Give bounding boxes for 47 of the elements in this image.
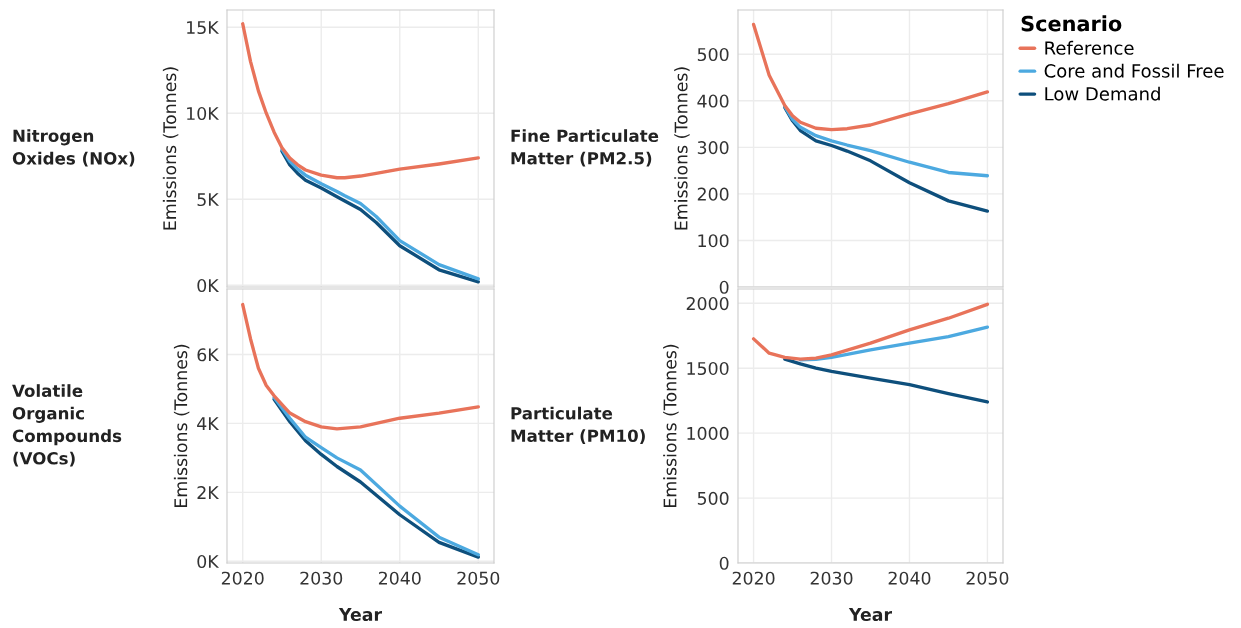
y-tick-label: 500 bbox=[697, 47, 729, 62]
x-axis-title: Year bbox=[848, 608, 892, 622]
y-tick-label: 4K bbox=[197, 417, 220, 431]
y-tick-label: 400 bbox=[697, 94, 729, 108]
y-tick-label: 100 bbox=[698, 234, 729, 248]
line-series bbox=[783, 357, 990, 404]
y-tick-label: 6K bbox=[197, 348, 220, 362]
x-tick-label: 2020 bbox=[732, 571, 775, 585]
text: Particulate Matter (PM10) bbox=[511, 406, 645, 445]
y-tick-label: 2000 bbox=[686, 297, 729, 311]
x-tick-label: 2040 bbox=[888, 571, 931, 585]
x-tick-label: 2020 bbox=[221, 571, 264, 585]
text: Nitrogen Oxides (NOx) bbox=[12, 129, 135, 167]
y-axis-title: Emissions (Tonnes) bbox=[162, 67, 179, 230]
x-tick-label: 2030 bbox=[810, 571, 853, 585]
y-tick-label: 0K bbox=[197, 554, 220, 569]
y-tick-label: 10K bbox=[187, 106, 220, 121]
text: Volatile Organic Compounds (VOCs) bbox=[12, 384, 122, 467]
x-tick-label: 2040 bbox=[378, 571, 421, 585]
legend-label: Low Demand bbox=[1045, 86, 1160, 101]
line-series bbox=[751, 302, 990, 361]
y-tick-label: 300 bbox=[697, 141, 729, 155]
y-axis-title: Emissions (Tonnes) bbox=[674, 67, 690, 230]
y-axis-title: Emissions (Tonnes) bbox=[173, 344, 190, 507]
line-series bbox=[751, 22, 990, 132]
y-tick-label: 0 bbox=[719, 280, 729, 294]
legend-label: Reference bbox=[1045, 40, 1134, 55]
line-series bbox=[783, 104, 990, 178]
legend-title: Scenario bbox=[1021, 15, 1122, 32]
y-tick-label: 0K bbox=[197, 278, 220, 293]
x-axis-title: Year bbox=[338, 608, 382, 622]
line-series bbox=[241, 22, 480, 180]
y-tick-label: 0 bbox=[719, 556, 729, 570]
line-series bbox=[241, 302, 480, 431]
y-tick-label: 1000 bbox=[687, 426, 729, 440]
x-tick-label: 2050 bbox=[457, 571, 500, 585]
y-axis-title: Emissions (Tonnes) bbox=[663, 344, 679, 507]
y-tick-label: 5K bbox=[197, 193, 220, 207]
x-tick-label: 2050 bbox=[966, 571, 1009, 585]
y-tick-label: 500 bbox=[697, 491, 729, 505]
y-tick-label: 2K bbox=[197, 486, 220, 499]
text: Fine Particulate Matter (PM2.5) bbox=[511, 129, 659, 167]
y-tick-label: 1500 bbox=[687, 361, 729, 376]
y-tick-label: 15K bbox=[187, 21, 220, 35]
legend-label: Core and Fossil Free bbox=[1044, 63, 1224, 78]
x-tick-label: 2030 bbox=[300, 571, 343, 585]
y-tick-label: 200 bbox=[697, 187, 729, 201]
